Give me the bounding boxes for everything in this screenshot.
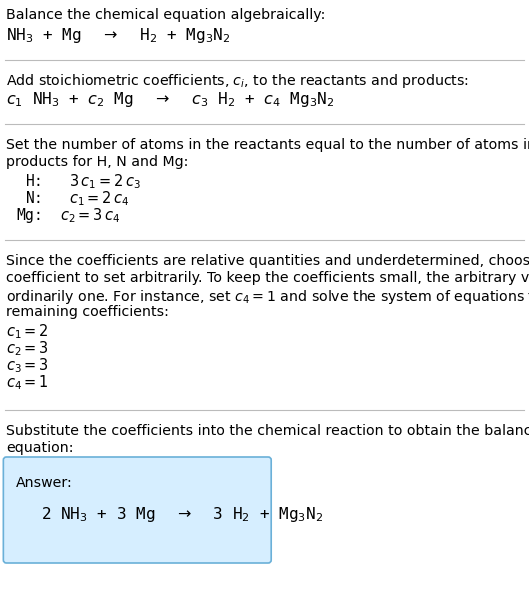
- Text: products for H, N and Mg:: products for H, N and Mg:: [6, 155, 189, 169]
- Text: Answer:: Answer:: [16, 476, 73, 490]
- Text: $c_3 = 3$: $c_3 = 3$: [6, 356, 49, 375]
- Text: remaining coefficients:: remaining coefficients:: [6, 305, 169, 319]
- Text: equation:: equation:: [6, 441, 74, 455]
- Text: $c_1$ NH$_3$ + $c_2$ Mg  $\rightarrow$  $c_3$ H$_2$ + $c_4$ Mg$_3$N$_2$: $c_1$ NH$_3$ + $c_2$ Mg $\rightarrow$ $c…: [6, 90, 335, 109]
- Text: Since the coefficients are relative quantities and underdetermined, choose a: Since the coefficients are relative quan…: [6, 254, 529, 268]
- Text: $c_4 = 1$: $c_4 = 1$: [6, 373, 49, 392]
- Text: N:   $c_1 = 2\,c_4$: N: $c_1 = 2\,c_4$: [25, 189, 130, 208]
- Text: $c_1 = 2$: $c_1 = 2$: [6, 322, 49, 341]
- Text: Add stoichiometric coefficients, $c_i$, to the reactants and products:: Add stoichiometric coefficients, $c_i$, …: [6, 72, 469, 90]
- Text: $c_2 = 3$: $c_2 = 3$: [6, 339, 49, 358]
- Text: coefficient to set arbitrarily. To keep the coefficients small, the arbitrary va: coefficient to set arbitrarily. To keep …: [6, 271, 529, 285]
- Text: 2 NH$_3$ + 3 Mg  $\rightarrow$  3 H$_2$ + Mg$_3$N$_2$: 2 NH$_3$ + 3 Mg $\rightarrow$ 3 H$_2$ + …: [41, 505, 324, 524]
- Text: Balance the chemical equation algebraically:: Balance the chemical equation algebraica…: [6, 8, 326, 22]
- Text: H:   $3\,c_1 = 2\,c_3$: H: $3\,c_1 = 2\,c_3$: [25, 172, 141, 191]
- Text: Set the number of atoms in the reactants equal to the number of atoms in the: Set the number of atoms in the reactants…: [6, 138, 529, 152]
- Text: Substitute the coefficients into the chemical reaction to obtain the balanced: Substitute the coefficients into the che…: [6, 424, 529, 438]
- FancyBboxPatch shape: [3, 457, 271, 563]
- Text: NH$_3$ + Mg  $\rightarrow$  H$_2$ + Mg$_3$N$_2$: NH$_3$ + Mg $\rightarrow$ H$_2$ + Mg$_3$…: [6, 26, 231, 45]
- Text: ordinarily one. For instance, set $c_4 = 1$ and solve the system of equations fo: ordinarily one. For instance, set $c_4 =…: [6, 288, 529, 306]
- Text: Mg:  $c_2 = 3\,c_4$: Mg: $c_2 = 3\,c_4$: [16, 206, 121, 225]
